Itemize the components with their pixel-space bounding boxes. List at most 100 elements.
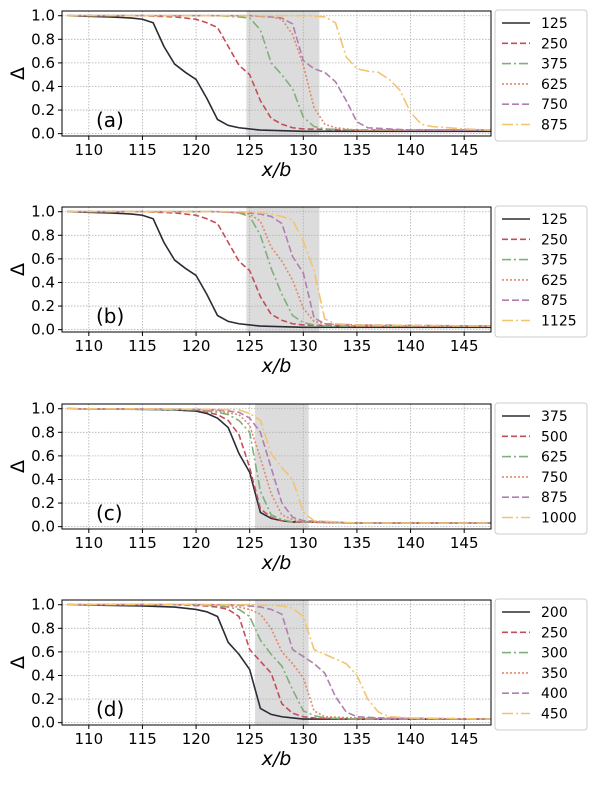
y-tick-label: 0.6: [31, 250, 55, 268]
chart-panel-1: 110 115 120 125 130 135 140 145 0.0 0.2 0.4 0.6 0.8 1…: [7, 7, 588, 181]
series-line-875: [67, 14, 491, 131]
shaded-region: [255, 600, 309, 725]
legend-entry-label: 500: [541, 429, 568, 445]
x-tick-label: 145: [450, 730, 479, 748]
legend-entry-label: 375: [541, 253, 568, 269]
legend-entry-label: 250: [541, 625, 568, 641]
legend-entry-label: 625: [541, 273, 568, 289]
x-tick-label: 115: [128, 141, 157, 159]
series-line-125: [67, 210, 491, 329]
legend-entry-label: 375: [541, 57, 568, 73]
series-group: [67, 210, 491, 329]
y-axis-label: Δ: [7, 263, 29, 276]
x-tick-label: 110: [74, 337, 103, 355]
series-line-875: [67, 407, 491, 524]
x-tick-label: 135: [343, 730, 372, 748]
shaded-region: [246, 11, 320, 136]
series-line-450: [67, 603, 491, 720]
x-axis-label: x/b: [261, 748, 292, 770]
x-axis-label: x/b: [261, 552, 292, 574]
series-line-350: [67, 603, 491, 720]
legend-entry-label: 750: [541, 470, 568, 486]
y-tick-label: 1.0: [31, 7, 55, 25]
y-tick-label: 0.2: [31, 297, 55, 315]
legend: 375 500 625 750 875 1000: [494, 402, 588, 535]
x-tick-label: 130: [289, 141, 318, 159]
legend-entry-label: 1125: [541, 314, 577, 330]
legend-entry-label: 200: [541, 605, 568, 621]
x-tick-label: 145: [450, 141, 479, 159]
y-tick-label: 0.8: [31, 619, 55, 637]
x-axis-label: x/b: [261, 355, 292, 377]
axes-frame: [61, 403, 492, 530]
y-tick-label: 0.6: [31, 54, 55, 72]
y-axis-label: Δ: [7, 656, 29, 669]
x-tick-label: 140: [396, 730, 425, 748]
x-tick-label: 115: [128, 730, 157, 748]
y-tick-label: 0.6: [31, 643, 55, 661]
panel-label: (a): [96, 108, 124, 132]
shaded-region: [246, 207, 320, 332]
legend-entry-label: 750: [541, 97, 568, 113]
x-tick-label: 135: [343, 534, 372, 552]
x-tick-label: 145: [450, 337, 479, 355]
series-line-750: [67, 407, 491, 524]
y-tick-label: 0.0: [31, 714, 55, 732]
x-tick-label: 120: [182, 141, 211, 159]
series-group: [67, 407, 491, 524]
chart-panel-4: 110 115 120 125 130 135 140 145 0.0 0.2 0.4 0.6 0.8 1…: [7, 596, 588, 770]
x-tick-label: 120: [182, 534, 211, 552]
x-tick-label: 110: [74, 534, 103, 552]
series-line-625: [67, 210, 491, 327]
legend-entry-label: 875: [541, 293, 568, 309]
legend-box: [494, 9, 588, 142]
y-tick-label: 0.6: [31, 447, 55, 465]
x-tick-label: 130: [289, 337, 318, 355]
series-line-1125: [67, 210, 491, 327]
y-axis-label: Δ: [7, 460, 29, 473]
chart-panel-2: 110 115 120 125 130 135 140 145 0.0 0.2 0.4 0.6 0.8 1…: [7, 203, 588, 377]
series-line-625: [67, 14, 491, 131]
x-tick-label: 120: [182, 337, 211, 355]
series-line-200: [67, 603, 491, 720]
panel-label: (c): [96, 501, 123, 525]
chart-panel-3: 110 115 120 125 130 135 140 145 0.0 0.2 0.4 0.6 0.8 1…: [7, 400, 588, 574]
y-tick-label: 0.2: [31, 494, 55, 512]
x-tick-label: 145: [450, 534, 479, 552]
y-tick-label: 0.4: [31, 273, 55, 291]
series-line-750: [67, 14, 491, 131]
series-line-400: [67, 603, 491, 720]
legend-entry-label: 125: [541, 212, 568, 228]
legend-entry-label: 625: [541, 450, 568, 466]
legend-entry-label: 875: [541, 490, 568, 506]
y-tick-label: 1.0: [31, 596, 55, 614]
y-tick-label: 0.2: [31, 690, 55, 708]
legend: 125 250 375 625 875 1125: [494, 205, 588, 338]
series-line-125: [67, 14, 491, 133]
legend-entry-label: 300: [541, 646, 568, 662]
legend-box: [494, 205, 588, 338]
x-tick-label: 125: [235, 534, 264, 552]
panel-label: (b): [96, 304, 124, 328]
y-tick-label: 0.4: [31, 666, 55, 684]
legend-box: [494, 598, 588, 731]
x-tick-label: 110: [74, 730, 103, 748]
series-group: [67, 14, 491, 133]
axes-frame: [61, 599, 492, 726]
legend-entry-label: 125: [541, 16, 568, 32]
y-tick-label: 0.0: [31, 125, 55, 143]
legend-entry-label: 875: [541, 118, 568, 134]
series-line-1000: [67, 407, 491, 524]
legend-entry-label: 625: [541, 77, 568, 93]
legend-entry-label: 350: [541, 666, 568, 682]
axes-frame: [61, 206, 492, 333]
y-tick-label: 0.4: [31, 77, 55, 95]
y-tick-label: 0.0: [31, 518, 55, 536]
y-tick-label: 0.8: [31, 423, 55, 441]
y-tick-label: 0.0: [31, 321, 55, 339]
x-tick-label: 140: [396, 337, 425, 355]
legend: 125 250 375 625 750 875: [494, 9, 588, 142]
x-tick-label: 115: [128, 337, 157, 355]
y-tick-label: 1.0: [31, 203, 55, 221]
